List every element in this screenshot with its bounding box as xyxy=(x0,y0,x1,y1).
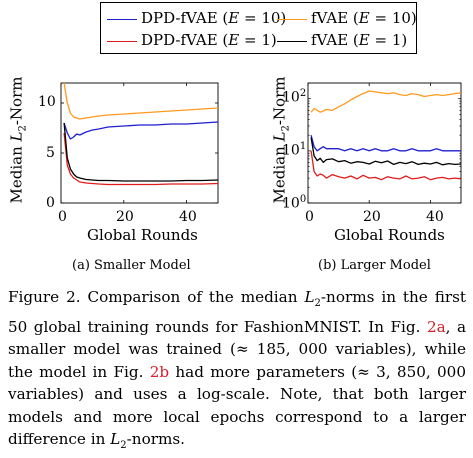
plot-frame xyxy=(307,82,462,204)
chart-a-xtick-40: 40 xyxy=(179,209,197,225)
series-line-2 xyxy=(63,132,219,186)
chart-a-xlabel: Global Rounds xyxy=(87,226,198,244)
chart-b-xtick-40: 40 xyxy=(426,209,444,225)
chart-b-ytick-10: 101 xyxy=(282,141,307,159)
chart-b-xtick-0: 0 xyxy=(305,209,314,225)
series-line-1 xyxy=(310,90,462,113)
legend: DPD-fVAE (E = 10) fVAE (E = 10) DPD-fVAE… xyxy=(100,2,417,54)
series-line-2 xyxy=(310,150,462,181)
plot-frame xyxy=(60,82,219,204)
series-line-0 xyxy=(310,135,461,152)
caption-ref-2b[interactable]: 2b xyxy=(149,362,170,381)
legend-label-dpd-e10: DPD-fVAE (E = 10) xyxy=(141,9,287,27)
series-line-3 xyxy=(63,122,219,182)
legend-label-fvae-e10: fVAE (E = 10) xyxy=(311,9,417,27)
chart-b-xtick-20: 20 xyxy=(363,209,381,225)
chart-b-ytick-100: 102 xyxy=(282,88,307,106)
chart-b-xlabel: Global Rounds xyxy=(334,226,445,244)
chart-b-plot xyxy=(307,82,462,204)
legend-swatch-fvae-e10 xyxy=(277,19,307,20)
chart-a-plot xyxy=(60,82,219,204)
series-line-3 xyxy=(310,137,462,166)
legend-label-fvae-e1: fVAE (E = 1) xyxy=(311,31,408,49)
chart-a-ytick-10: 10 xyxy=(38,94,56,110)
legend-swatch-dpd-e10 xyxy=(107,19,137,20)
caption-part-3: , a smaller model was trained (≈ 185, 00… xyxy=(8,317,467,381)
chart-a-xtick-0: 0 xyxy=(58,209,67,225)
caption-part-2: -norms in the first 50 global training r… xyxy=(8,288,467,336)
figure-caption: Figure 2. Comparison of the median L2-no… xyxy=(8,288,467,452)
legend-label-dpd-e1: DPD-fVAE (E = 1) xyxy=(141,31,277,49)
caption-part-5: -norms. xyxy=(126,430,185,449)
subcaption-a: (a) Smaller Model xyxy=(72,258,191,273)
legend-swatch-dpd-e1 xyxy=(107,41,137,42)
chart-b-ytick-1: 100 xyxy=(282,194,307,212)
chart-a-xtick-20: 20 xyxy=(116,209,134,225)
legend-swatch-fvae-e1 xyxy=(277,41,307,42)
series-line-0 xyxy=(63,121,219,140)
series-line-1 xyxy=(63,82,219,120)
subcaption-b: (b) Larger Model xyxy=(318,258,431,273)
chart-a-ytick-0: 0 xyxy=(46,195,55,211)
caption-ref-2a[interactable]: 2a xyxy=(426,317,446,336)
chart-a-ytick-5: 5 xyxy=(46,145,55,161)
caption-part-1: Figure 2. Comparison of the median xyxy=(8,288,305,306)
